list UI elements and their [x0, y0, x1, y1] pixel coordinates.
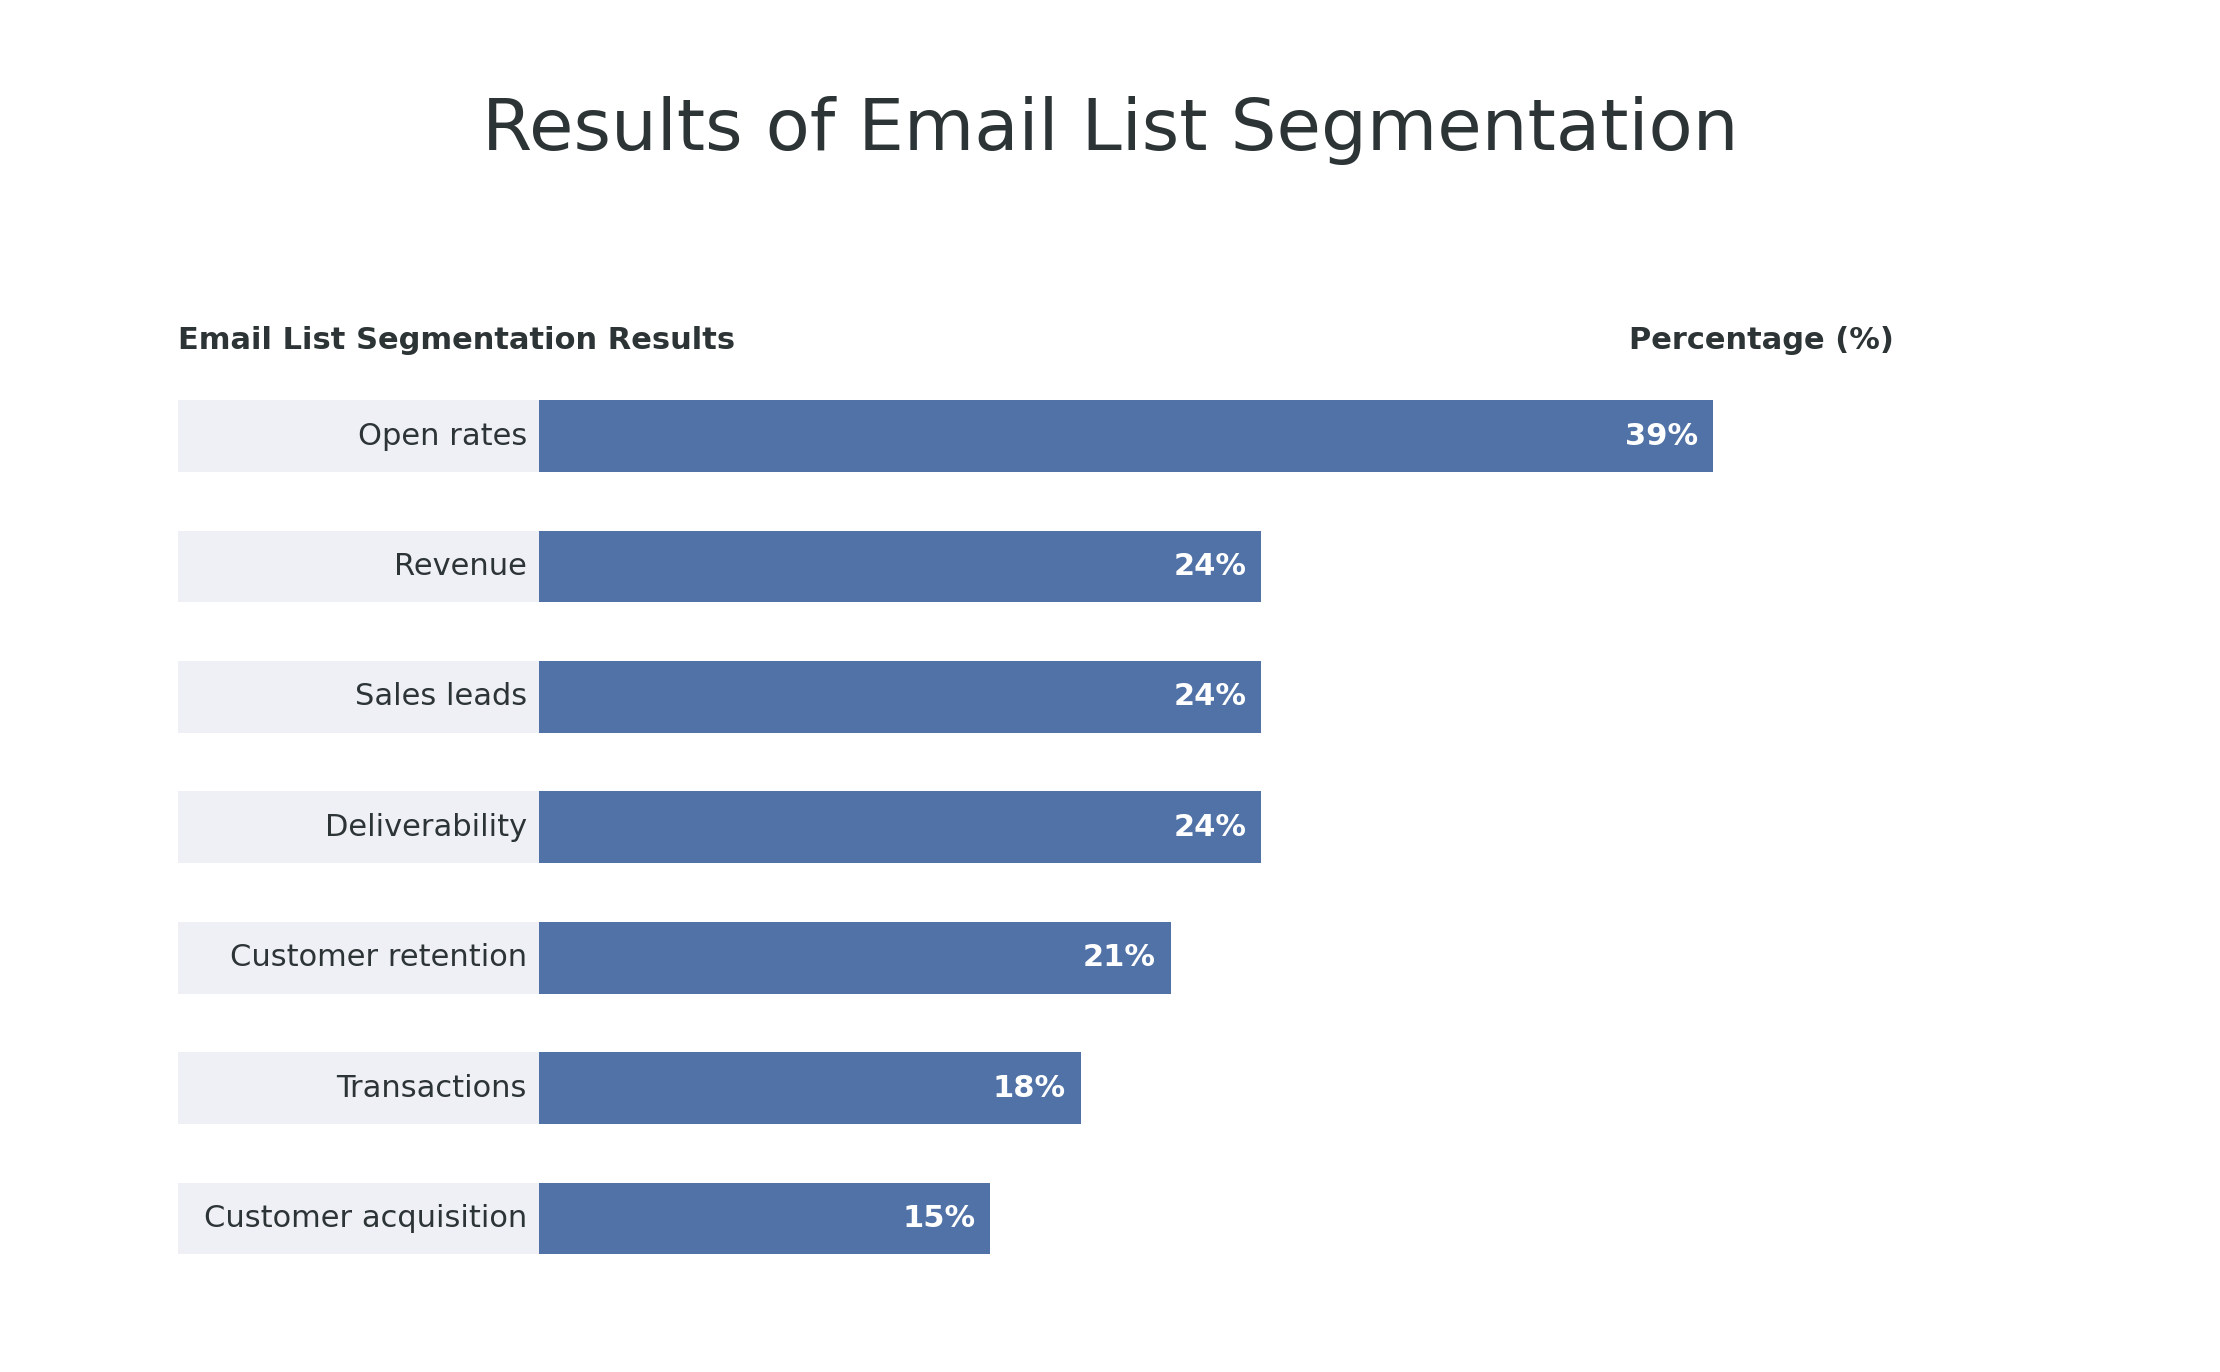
Text: Customer acquisition: Customer acquisition — [204, 1205, 526, 1233]
FancyBboxPatch shape — [178, 1052, 539, 1124]
Text: Deliverability: Deliverability — [324, 812, 526, 842]
Text: Open rates: Open rates — [357, 421, 526, 450]
Text: Transactions: Transactions — [337, 1074, 526, 1103]
FancyBboxPatch shape — [178, 1183, 539, 1254]
Text: Revenue: Revenue — [393, 552, 526, 580]
FancyBboxPatch shape — [178, 531, 539, 602]
Text: 15%: 15% — [901, 1205, 975, 1233]
Text: 39%: 39% — [1625, 421, 1698, 450]
Bar — [539, 661, 1261, 733]
FancyBboxPatch shape — [178, 401, 539, 472]
Text: Customer retention: Customer retention — [229, 944, 526, 973]
Bar — [539, 922, 1170, 993]
Text: 21%: 21% — [1083, 944, 1157, 973]
Text: Sales leads: Sales leads — [355, 682, 526, 712]
Bar — [539, 792, 1261, 863]
FancyBboxPatch shape — [178, 922, 539, 993]
Bar — [539, 401, 1714, 472]
Text: Percentage (%): Percentage (%) — [1629, 325, 1894, 354]
Text: 18%: 18% — [992, 1074, 1066, 1103]
Text: 24%: 24% — [1172, 552, 1245, 580]
Text: 24%: 24% — [1172, 812, 1245, 842]
Text: Results of Email List Segmentation: Results of Email List Segmentation — [482, 96, 1738, 165]
Bar — [539, 1052, 1081, 1124]
Bar — [539, 531, 1261, 602]
FancyBboxPatch shape — [178, 792, 539, 863]
Bar — [539, 1183, 990, 1254]
Text: 24%: 24% — [1172, 682, 1245, 712]
Text: Email List Segmentation Results: Email List Segmentation Results — [178, 325, 735, 354]
FancyBboxPatch shape — [178, 661, 539, 733]
